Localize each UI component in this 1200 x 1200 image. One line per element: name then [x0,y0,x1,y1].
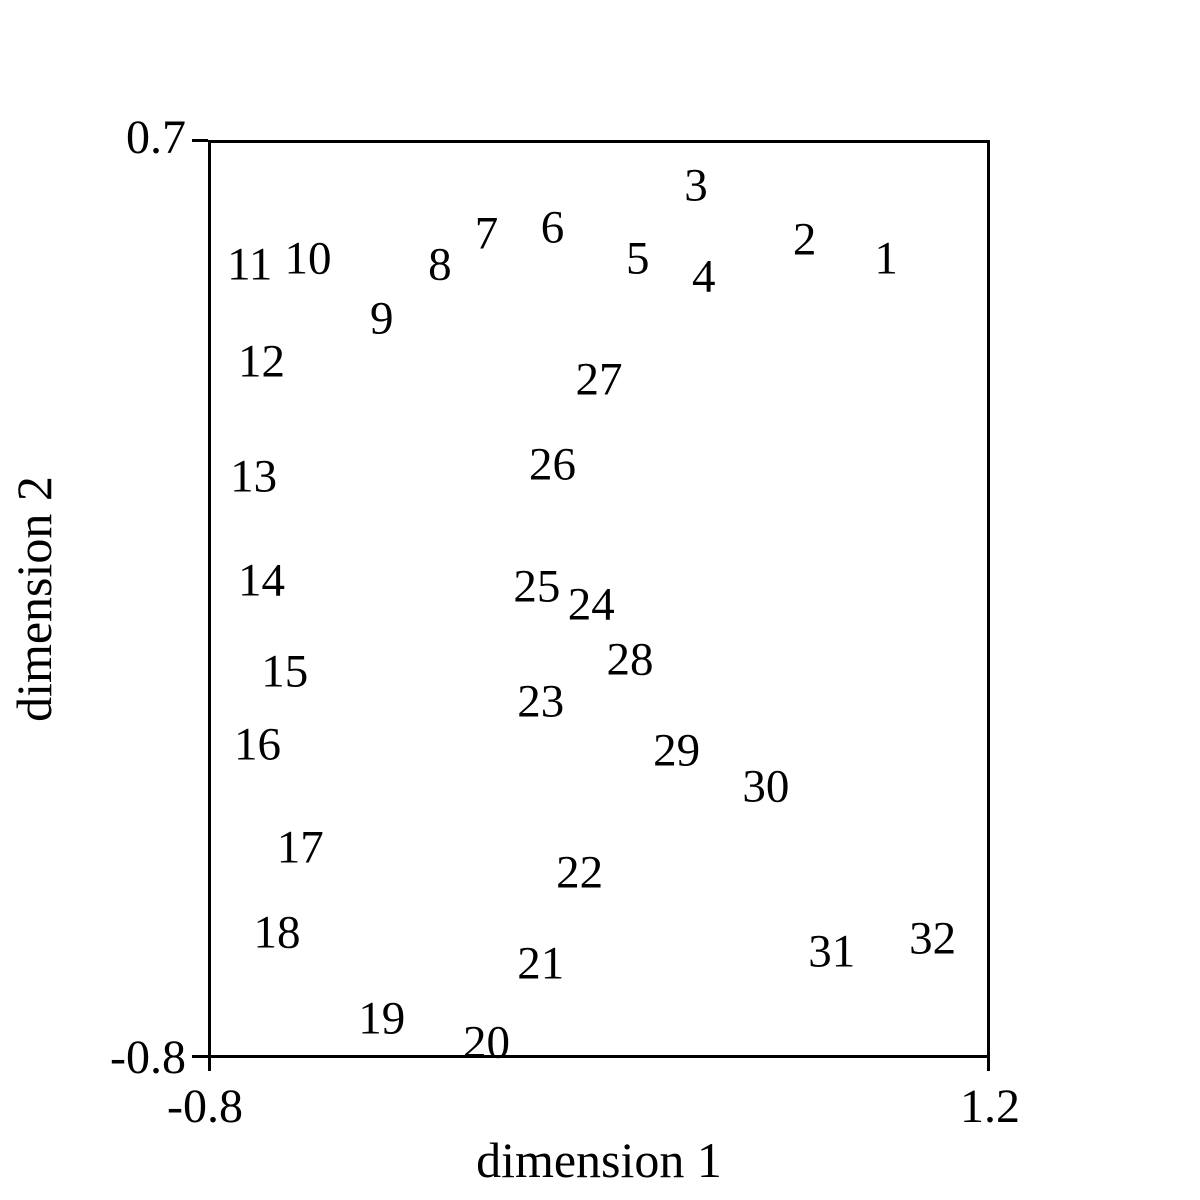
y-axis-title: dimension 2 [6,476,62,722]
plot-area: 1 2 3 4 5 6 7 8 9 10 11 12 13 14 15 16 17 18 19 20 21 22 23 24 2… [208,140,990,1066]
x-tick-label-left: -0.8 [167,1080,243,1133]
point-label-16: 16 [234,718,282,771]
point-label-1: 1 [874,232,898,285]
point-label-23: 23 [517,675,565,728]
y-tick-label-bottom: -0.8 [110,1031,186,1084]
x-axis-title: dimension 1 [476,1132,722,1188]
point-label-2: 2 [792,213,817,266]
point-label-20: 20 [462,1016,510,1069]
point-label-19: 19 [358,992,406,1045]
point-label-28: 28 [606,633,654,686]
point-label-22: 22 [556,846,604,899]
point-label-29: 29 [653,724,701,777]
y-tick-mark-bottom [192,1055,208,1058]
x-tick-label-right: 1.2 [960,1080,1020,1133]
point-label-5: 5 [626,232,650,285]
point-label-14: 14 [237,554,285,607]
point-label-10: 10 [284,232,332,285]
point-label-11: 11 [227,238,273,291]
point-label-30: 30 [742,760,790,813]
point-label-18: 18 [253,906,301,959]
point-label-27: 27 [575,353,623,406]
point-label-15: 15 [261,645,309,698]
point-label-3: 3 [684,159,708,212]
point-label-32: 32 [909,912,957,965]
point-label-8: 8 [428,238,452,291]
y-tick-label-top: 0.7 [126,111,186,164]
point-label-9: 9 [369,292,394,345]
point-label-24: 24 [567,578,615,631]
point-label-25: 25 [513,560,561,613]
x-tick-mark-left [208,1058,211,1071]
point-label-31: 31 [808,925,856,978]
point-label-7: 7 [474,207,499,260]
x-tick-mark-right [987,1058,990,1071]
point-label-17: 17 [276,821,324,874]
point-label-12: 12 [237,335,285,388]
point-label-21: 21 [517,937,565,990]
point-label-4: 4 [692,250,716,303]
y-tick-mark-top [192,139,208,142]
point-label-6: 6 [540,201,565,254]
point-label-13: 13 [230,450,278,503]
point-label-26: 26 [528,438,576,491]
